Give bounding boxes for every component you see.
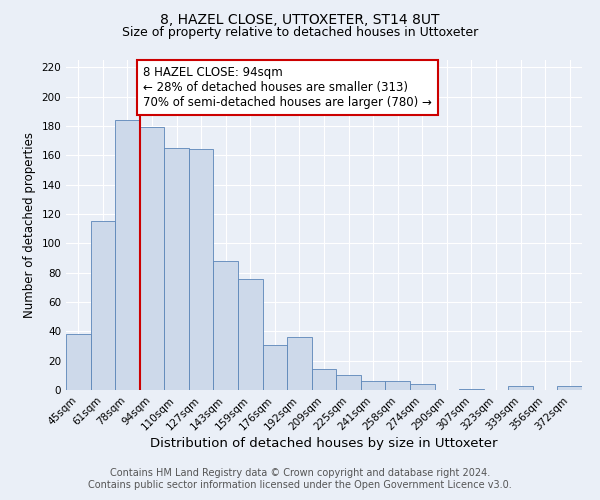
Text: 8 HAZEL CLOSE: 94sqm
← 28% of detached houses are smaller (313)
70% of semi-deta: 8 HAZEL CLOSE: 94sqm ← 28% of detached h…: [143, 66, 432, 109]
Bar: [91, 222, 115, 390]
Text: Size of property relative to detached houses in Uttoxeter: Size of property relative to detached ho…: [122, 26, 478, 39]
Bar: [508, 386, 533, 390]
Bar: [263, 344, 287, 390]
Bar: [336, 376, 361, 390]
Y-axis label: Number of detached properties: Number of detached properties: [23, 132, 36, 318]
Bar: [66, 334, 91, 390]
Bar: [115, 120, 140, 390]
X-axis label: Distribution of detached houses by size in Uttoxeter: Distribution of detached houses by size …: [150, 438, 498, 450]
Bar: [361, 381, 385, 390]
Bar: [557, 386, 582, 390]
Bar: [410, 384, 434, 390]
Bar: [189, 150, 214, 390]
Text: Contains HM Land Registry data © Crown copyright and database right 2024.
Contai: Contains HM Land Registry data © Crown c…: [88, 468, 512, 490]
Bar: [312, 370, 336, 390]
Bar: [214, 261, 238, 390]
Bar: [238, 278, 263, 390]
Text: 8, HAZEL CLOSE, UTTOXETER, ST14 8UT: 8, HAZEL CLOSE, UTTOXETER, ST14 8UT: [160, 12, 440, 26]
Bar: [287, 337, 312, 390]
Bar: [385, 381, 410, 390]
Bar: [164, 148, 189, 390]
Bar: [459, 388, 484, 390]
Bar: [140, 128, 164, 390]
